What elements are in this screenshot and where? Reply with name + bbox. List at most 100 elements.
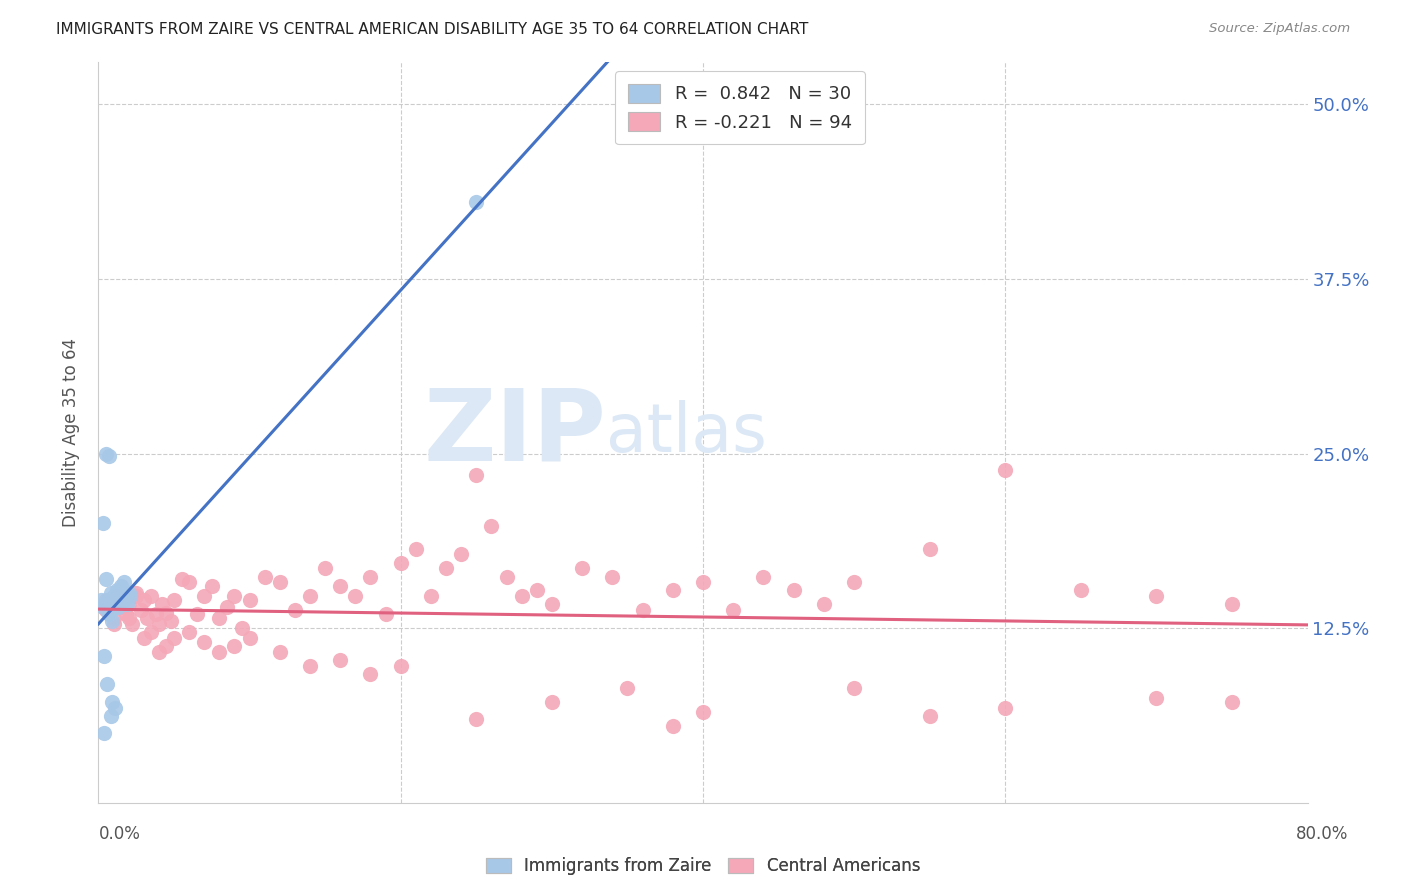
Legend: Immigrants from Zaire, Central Americans: Immigrants from Zaire, Central Americans (478, 848, 928, 883)
Point (129, 603, 152, 617)
Point (253, 569, 276, 583)
Point (1144, 589, 1167, 603)
Point (110, 579, 132, 593)
Point (179, 625, 201, 640)
Point (132, 631, 155, 645)
Point (145, 607, 167, 622)
Point (269, 645, 291, 659)
Point (105, 589, 128, 603)
Point (284, 603, 307, 617)
Point (269, 575, 291, 590)
Point (526, 583, 548, 598)
Point (631, 603, 654, 617)
Point (434, 561, 457, 575)
Y-axis label: Disability Age 35 to 64: Disability Age 35 to 64 (62, 338, 80, 527)
Point (994, 463, 1017, 477)
Text: IMMIGRANTS FROM ZAIRE VS CENTRAL AMERICAN DISABILITY AGE 35 TO 64 CORRELATION CH: IMMIGRANTS FROM ZAIRE VS CENTRAL AMERICA… (56, 22, 808, 37)
Point (104, 598, 127, 612)
Point (148, 617, 170, 632)
Point (114, 589, 136, 603)
Point (540, 695, 562, 709)
Point (103, 611, 125, 625)
Point (314, 561, 336, 575)
Point (918, 709, 941, 723)
Point (616, 681, 638, 696)
Point (100, 586, 122, 600)
Point (224, 640, 246, 654)
Point (661, 719, 683, 733)
Point (208, 611, 231, 625)
Point (450, 547, 472, 561)
Point (98, 607, 121, 622)
Point (150, 598, 173, 612)
Point (208, 645, 231, 659)
Point (135, 611, 157, 625)
Point (752, 569, 775, 583)
Point (160, 614, 183, 628)
Point (120, 589, 142, 603)
Point (420, 589, 443, 603)
Point (783, 583, 806, 598)
Point (360, 667, 382, 681)
Point (118, 586, 141, 600)
Point (813, 598, 835, 612)
Point (844, 575, 866, 590)
Point (170, 572, 193, 586)
Text: ZIP: ZIP (423, 384, 606, 481)
Point (540, 598, 562, 612)
Point (94, 593, 117, 607)
Point (111, 593, 134, 607)
Point (692, 705, 714, 719)
Point (118, 611, 141, 625)
Point (692, 575, 714, 590)
Point (103, 617, 125, 632)
Point (299, 659, 322, 673)
Point (155, 606, 177, 620)
Text: 0.0%: 0.0% (98, 825, 141, 843)
Point (101, 614, 124, 628)
Point (105, 583, 128, 598)
Point (1144, 691, 1167, 706)
Point (93, 649, 115, 664)
Point (1070, 583, 1092, 598)
Point (1220, 598, 1243, 612)
Point (465, 467, 488, 482)
Point (155, 640, 177, 654)
Point (661, 583, 683, 598)
Point (510, 589, 533, 603)
Point (91, 600, 114, 615)
Point (100, 603, 122, 617)
Point (179, 575, 201, 590)
Point (405, 541, 427, 556)
Point (94, 446, 117, 460)
Point (389, 556, 412, 570)
Point (107, 600, 129, 615)
Point (389, 659, 412, 673)
Point (121, 617, 143, 632)
Point (108, 596, 131, 610)
Point (104, 701, 127, 715)
Point (90, 593, 112, 607)
Point (231, 621, 253, 635)
Point (96, 677, 118, 691)
Point (215, 600, 238, 615)
Point (481, 519, 503, 533)
Point (94, 572, 117, 586)
Point (98, 450, 121, 464)
Point (101, 695, 124, 709)
Point (100, 709, 122, 723)
Point (329, 579, 352, 593)
Point (465, 712, 488, 726)
Point (110, 598, 132, 612)
Point (193, 635, 215, 649)
Text: Source: ZipAtlas.com: Source: ZipAtlas.com (1209, 22, 1350, 36)
Point (193, 589, 215, 603)
Point (132, 593, 155, 607)
Point (91, 516, 114, 531)
Point (110, 600, 132, 615)
Point (163, 631, 186, 645)
Point (186, 607, 208, 622)
Point (571, 561, 593, 575)
Text: atlas: atlas (606, 400, 768, 466)
Point (201, 579, 224, 593)
